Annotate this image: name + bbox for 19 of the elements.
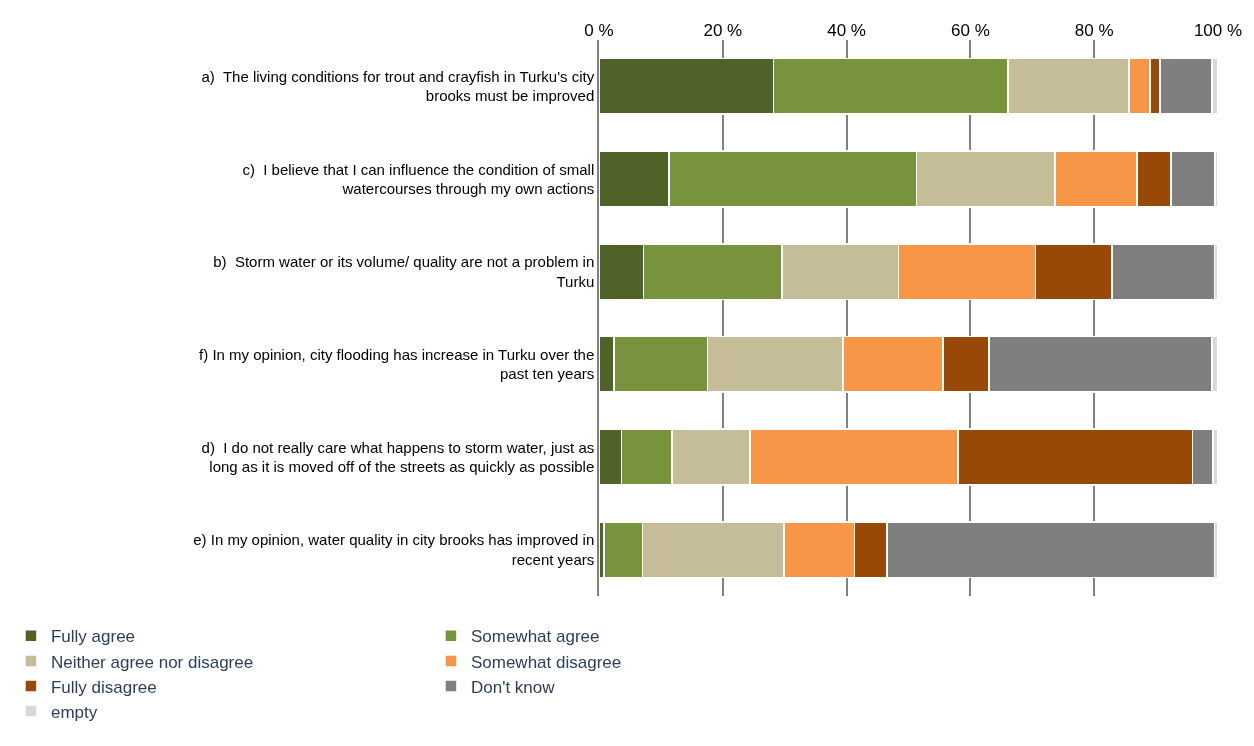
y-tick-label: c) I believe that I can influence the condition of small watercourses through my own actions — [242, 160, 595, 197]
x-tick-label: 60 % — [951, 20, 990, 40]
y-tick-label: d) I do not really care what happens to storm water, just as long as it is moved off of the streets as quickly as possible — [201, 438, 595, 475]
x-tick-label: 40 % — [827, 20, 866, 40]
legend-label: Neither agree nor disagree — [50, 652, 254, 672]
legend-label: Don't know — [470, 677, 556, 697]
y-tick-label: e) In my opinion, water quality in city brooks has improved in recent years — [193, 531, 595, 568]
legend-label: Fully disagree — [50, 677, 157, 697]
x-tick-label: 100 % — [1193, 20, 1243, 40]
legend-label: Somewhat agree — [470, 627, 600, 647]
y-tick-label: f) In my opinion, city flooding has increase in Turku over the past ten years — [199, 345, 595, 383]
legend-label: Somewhat disagree — [470, 652, 622, 672]
y-tick-label: a) The living conditions for trout and crayfish in Turku's city brooks must be improved — [201, 67, 595, 105]
legend-label: empty — [50, 702, 98, 722]
x-tick-label: 20 % — [703, 20, 743, 40]
legend-label: Fully agree — [50, 627, 136, 647]
x-tick-label: 0 % — [584, 20, 614, 40]
x-tick-label: 80 % — [1074, 20, 1114, 40]
y-tick-label: b) Storm water or its volume/ quality are not a problem in Turku — [213, 253, 595, 290]
